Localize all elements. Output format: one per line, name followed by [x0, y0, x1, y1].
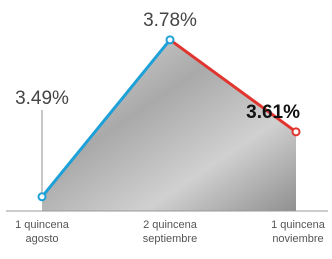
value-label: 3.49%: [15, 88, 69, 109]
photo-area: [42, 40, 296, 211]
x-tick-label-line: 1 quincena: [15, 219, 70, 231]
x-tick-label-line: agosto: [25, 233, 58, 245]
x-tick-label-line: 1 quincena: [271, 219, 326, 231]
x-tick-label: 1 quincena noviembre: [271, 219, 326, 245]
chart: 3.49% 1 quincena agosto 3.78% 2 quincena sept…: [0, 0, 332, 259]
point: [293, 128, 300, 135]
point: [39, 193, 46, 200]
x-tick-label: 2 quincena septiembre: [143, 219, 198, 245]
x-tick-label-line: noviembre: [272, 233, 323, 245]
value-label: 3.78%: [143, 10, 197, 31]
x-tick-label-line: 2 quincena: [143, 219, 198, 231]
point: [167, 36, 174, 43]
x-tick-label-line: septiembre: [143, 233, 197, 245]
x-tick-label: 1 quincena agosto: [15, 219, 70, 245]
value-label: 3.61%: [246, 102, 300, 123]
